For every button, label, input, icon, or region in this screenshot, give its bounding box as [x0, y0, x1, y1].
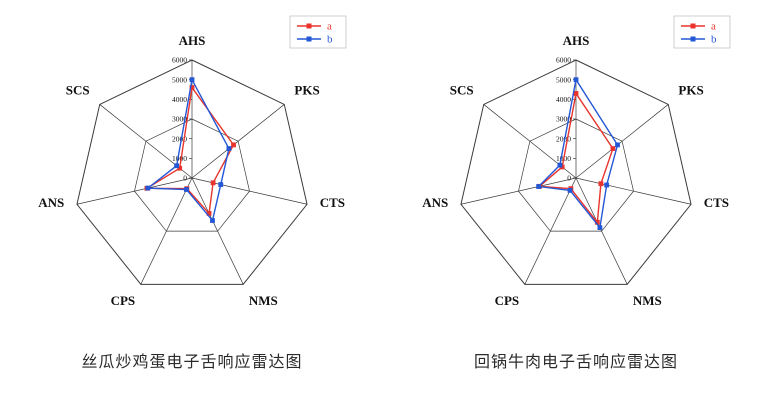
series-b-marker [209, 218, 215, 223]
radial-tick-label: 4000 [172, 95, 187, 104]
series-a-marker [206, 211, 211, 216]
series-b-marker [567, 188, 572, 193]
radial-tick-label: 6000 [172, 56, 187, 65]
axis-label-nms: NMS [632, 293, 661, 308]
radial-tick-label: 0 [183, 174, 187, 183]
series-a-marker [594, 219, 600, 225]
radar-plot-right: 0 1000 2000 3000 4000 5000 6000 AHS PKS CTS NMS CPS… [389, 6, 764, 348]
series-b-marker [535, 184, 541, 189]
axis-label-cps: CPS [110, 293, 135, 308]
series-b-marker [614, 142, 620, 148]
radial-tick-label: 2000 [172, 134, 187, 143]
axis-label-pks: PKS [678, 82, 703, 97]
series-a-marker [610, 146, 615, 151]
axis-label-cts: CTS [319, 195, 344, 210]
series-a-marker [189, 85, 194, 90]
axis-label-ahs: AHS [178, 33, 205, 48]
series-a-marker [598, 181, 603, 187]
axis-label-pks: PKS [294, 82, 319, 97]
radial-tick-label: 1000 [172, 154, 187, 163]
series-a-marker [210, 180, 215, 186]
radial-tick-label: 3000 [172, 115, 187, 124]
radar-plot-left: 0 1000 2000 3000 4000 5000 6000 AHS PKS CTS NMS CPS… [5, 6, 380, 348]
axis-label-scs: SCS [449, 82, 473, 97]
series-b-marker [603, 182, 609, 188]
radar-chart-block-right: 0 1000 2000 3000 4000 5000 6000 AHS PKS CTS NMS CPS… [388, 6, 764, 372]
series-b-marker [173, 163, 179, 169]
series-b-marker [183, 187, 189, 192]
radar-svg: 0 1000 2000 3000 4000 5000 6000 AHS PKS CTS NMS CPS… [38, 15, 346, 308]
axis-label-ans: ANS [422, 195, 448, 210]
radial-tick-label: 4000 [556, 95, 571, 104]
radial-tick-label: 3000 [556, 115, 571, 124]
series-a-marker [230, 142, 236, 148]
legend-label-b: b [327, 34, 333, 46]
radar-chart-block-left: 0 1000 2000 3000 4000 5000 6000 AHS PKS CTS NMS CPS… [4, 6, 380, 372]
series-a-marker [573, 91, 578, 96]
series-a-marker [176, 165, 182, 171]
legend-label-a: a [711, 21, 716, 33]
chart-caption-left: 丝瓜炒鸡蛋电子舌响应雷达图 [81, 354, 303, 371]
legend-box [289, 15, 346, 49]
radar-svg: 0100020003000400050006000AHSPKSCTSNMSCPS… [422, 15, 730, 308]
legend-label-b: b [711, 34, 717, 46]
radial-tick-label: 6000 [556, 56, 571, 65]
axis-label-cps: CPS [494, 293, 519, 308]
series-b-marker [189, 77, 194, 83]
series-b-marker [226, 146, 231, 151]
radar-charts-page: 0 1000 2000 3000 4000 5000 6000 AHS PKS CTS NMS CPS… [4, 6, 764, 372]
axis-label-scs: SCS [65, 82, 89, 97]
series-b-marker [573, 77, 578, 83]
chart-caption-right: 回锅牛肉电子舌响应雷达图 [473, 354, 678, 371]
radial-tick-label: 5000 [172, 75, 187, 84]
legend-label-a: a [327, 21, 332, 33]
axis-label-cts: CTS [703, 195, 728, 210]
axis-label-ans: ANS [38, 195, 64, 210]
series-b-marker [217, 182, 223, 187]
axis-label-nms: NMS [248, 293, 277, 308]
series-b-marker [596, 225, 602, 231]
radial-tick-label: 0 [567, 174, 571, 183]
radial-tick-label: 2000 [556, 134, 571, 143]
axis-label-ahs: AHS [562, 33, 589, 48]
series-b-marker [145, 185, 150, 191]
series-b-marker [556, 162, 562, 168]
radial-tick-label: 5000 [556, 75, 571, 84]
legend-box [673, 15, 730, 49]
